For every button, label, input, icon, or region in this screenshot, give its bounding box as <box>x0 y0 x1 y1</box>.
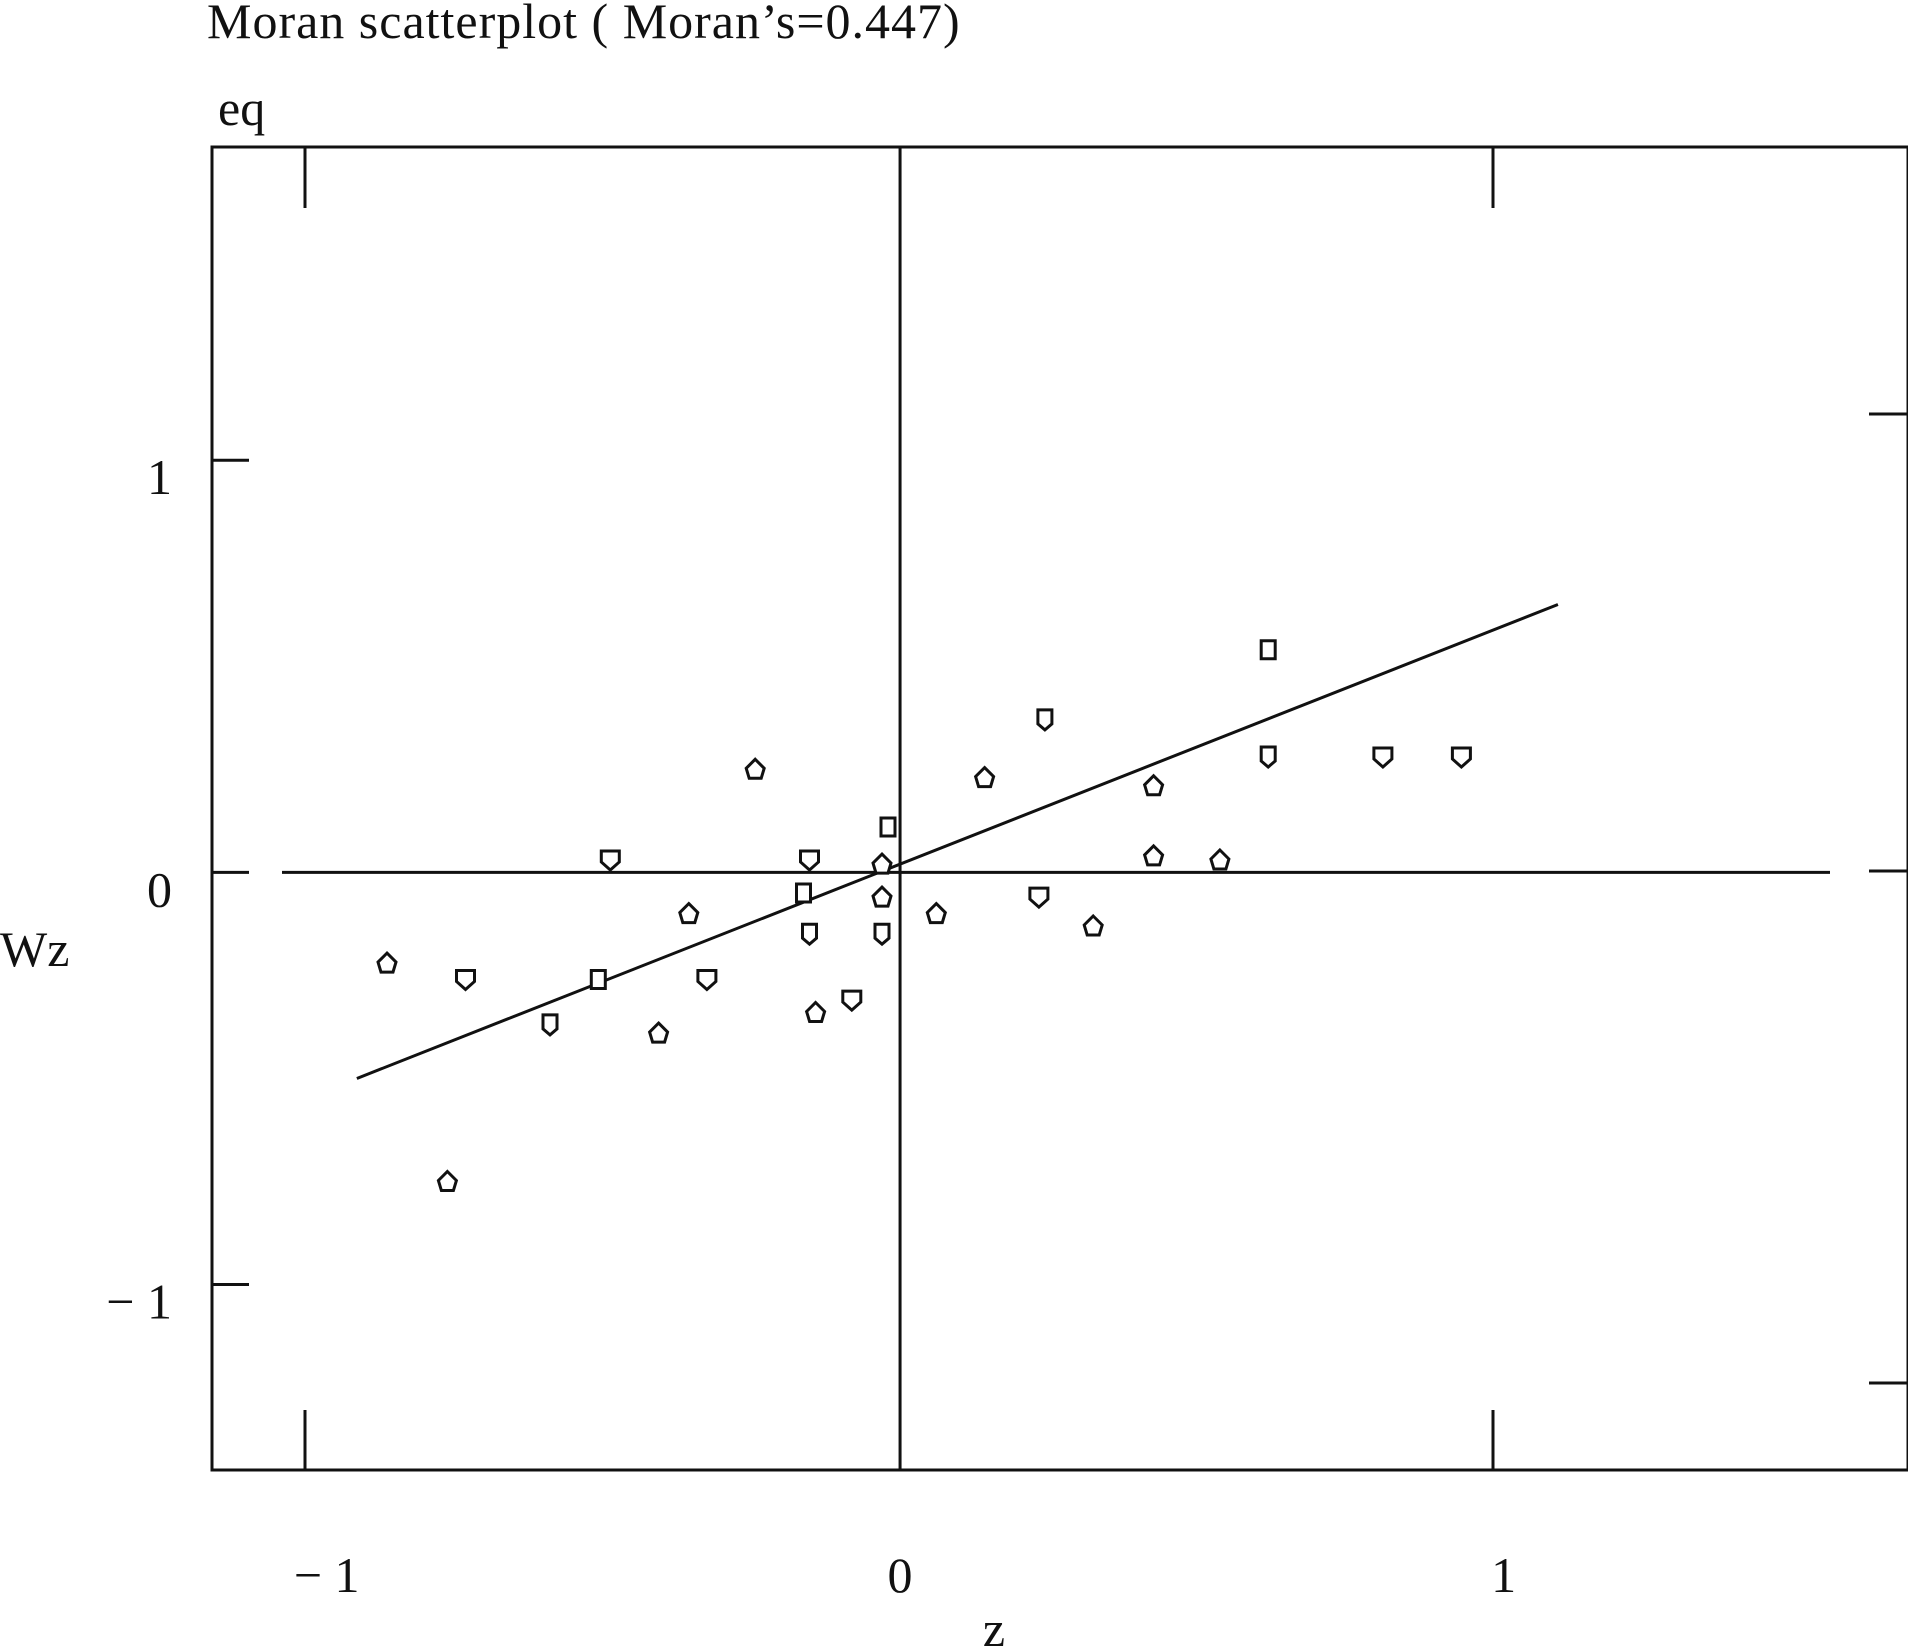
data-points <box>376 639 1472 1192</box>
data-point <box>1259 639 1277 661</box>
y-tick-label: 0 <box>147 861 172 917</box>
data-point <box>1209 847 1231 871</box>
data-point <box>1142 843 1165 867</box>
data-point <box>1450 746 1472 770</box>
data-point <box>879 816 897 838</box>
data-point <box>1259 745 1277 769</box>
frame-ticks <box>303 147 1908 1470</box>
data-point <box>925 901 947 925</box>
data-point <box>871 851 893 875</box>
plot-frame <box>210 145 1908 1472</box>
chart-title: Moran scatterplot ( Moran’s=0.447) <box>207 0 961 49</box>
data-point <box>973 765 996 789</box>
x-axis-label: z <box>983 1601 1005 1646</box>
data-point <box>678 901 700 925</box>
data-point <box>696 969 718 992</box>
data-point <box>599 849 621 873</box>
axis-ticks: 1 0 − 1 − 1 0 1 <box>106 449 1516 1603</box>
data-point <box>799 849 820 873</box>
data-point <box>871 884 893 908</box>
data-point <box>455 969 476 992</box>
data-point <box>1372 746 1394 770</box>
y-tick-label: 1 <box>147 449 172 505</box>
data-point <box>1028 886 1050 910</box>
data-point <box>1036 708 1054 732</box>
x-tick-label: 0 <box>888 1547 913 1603</box>
data-point <box>873 922 891 947</box>
data-point <box>1082 913 1104 937</box>
data-point <box>541 1013 559 1037</box>
regression-line <box>356 603 1559 1080</box>
data-point <box>376 950 398 974</box>
chart-subtitle: eq <box>218 80 265 136</box>
data-point <box>744 757 766 780</box>
data-point <box>647 1020 670 1044</box>
data-point <box>801 922 818 947</box>
data-point <box>804 1000 827 1023</box>
data-point <box>436 1169 459 1192</box>
y-axis-label: Wz <box>0 921 69 977</box>
y-tick-label: − 1 <box>106 1274 172 1330</box>
data-point <box>795 882 812 904</box>
data-point <box>589 969 607 990</box>
x-tick-label: − 1 <box>294 1547 360 1603</box>
x-tick-label: 1 <box>1491 1547 1516 1603</box>
data-point <box>1142 773 1165 797</box>
data-point <box>841 989 863 1013</box>
